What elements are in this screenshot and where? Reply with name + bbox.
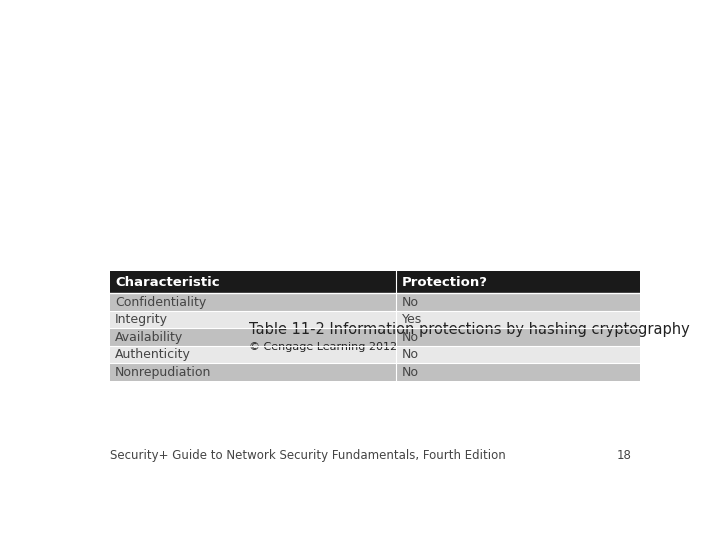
Text: Integrity: Integrity: [115, 313, 168, 326]
Text: No: No: [402, 296, 419, 309]
Text: Nonrepudiation: Nonrepudiation: [115, 366, 212, 379]
Bar: [109, 346, 396, 363]
Text: © Cengage Learning 2012: © Cengage Learning 2012: [249, 342, 397, 352]
Bar: [109, 311, 396, 328]
Text: Confidentiality: Confidentiality: [115, 296, 207, 309]
Bar: [396, 346, 639, 363]
Text: Protection?: Protection?: [402, 275, 488, 288]
Text: Table 11-2 Information protections by hashing cryptography: Table 11-2 Information protections by ha…: [249, 322, 690, 337]
Text: No: No: [402, 366, 419, 379]
Bar: [109, 271, 396, 294]
Bar: [396, 294, 639, 311]
Bar: [109, 328, 396, 346]
Bar: [109, 294, 396, 311]
Bar: [396, 311, 639, 328]
Text: 18: 18: [616, 449, 631, 462]
Text: No: No: [402, 348, 419, 361]
Text: Yes: Yes: [402, 313, 422, 326]
Text: Characteristic: Characteristic: [115, 275, 220, 288]
Text: No: No: [402, 330, 419, 343]
Bar: [396, 328, 639, 346]
Bar: [396, 271, 639, 294]
Text: Security+ Guide to Network Security Fundamentals, Fourth Edition: Security+ Guide to Network Security Fund…: [109, 449, 505, 462]
Bar: [109, 363, 396, 381]
Bar: [396, 363, 639, 381]
Text: Authenticity: Authenticity: [115, 348, 191, 361]
Text: Availability: Availability: [115, 330, 184, 343]
